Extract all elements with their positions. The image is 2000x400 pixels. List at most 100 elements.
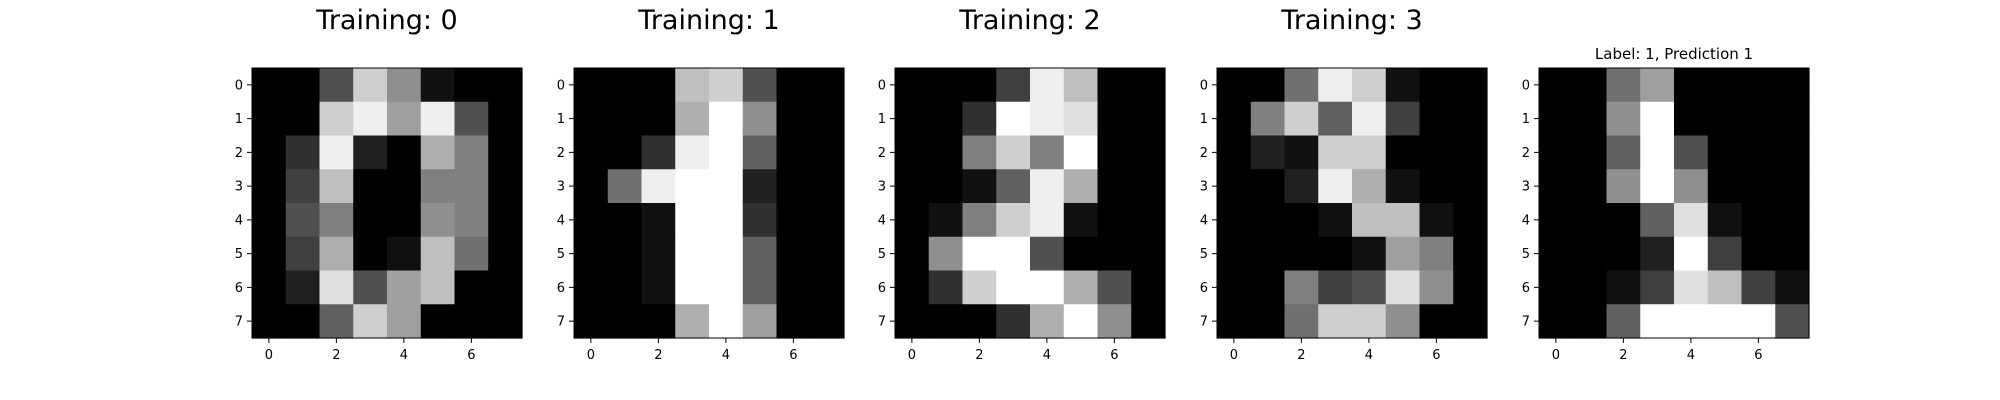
heatmap-cell <box>353 270 388 305</box>
axes-frame <box>251 67 523 339</box>
heatmap-cell <box>996 304 1031 339</box>
heatmap-cell <box>742 169 778 204</box>
heatmap-cell <box>1217 169 1252 204</box>
heatmap-cell <box>1131 203 1166 238</box>
y-tick-label: 5 <box>235 247 243 262</box>
heatmap-cell <box>1606 270 1641 305</box>
heatmap-cell <box>607 270 643 305</box>
heatmap-cell <box>675 169 710 204</box>
heatmap-cell <box>1674 101 1709 137</box>
heatmap-cell <box>810 101 845 137</box>
heatmap-cell <box>1453 101 1488 137</box>
heatmap-cell <box>1674 304 1709 339</box>
heatmap-cell <box>1539 304 1574 339</box>
heatmap-cell <box>742 101 778 137</box>
y-tick-label: 6 <box>1200 281 1208 296</box>
heatmap-cell <box>1131 135 1166 170</box>
heatmap-cell <box>1453 203 1488 238</box>
y-tick-label: 6 <box>557 281 565 296</box>
subplot-0: Training: 0 0 2 4 6 0 1 2 3 4 5 6 7 <box>235 5 523 363</box>
heatmap-cell <box>319 304 354 339</box>
heatmap-cell <box>641 101 676 137</box>
subplot-title: Training: 0 <box>315 5 457 36</box>
heatmap-cell <box>1572 68 1608 103</box>
heatmap-cell <box>675 270 710 305</box>
heatmap-cell <box>928 68 964 103</box>
heatmap-cell <box>1318 304 1353 339</box>
heatmap-cell <box>1640 270 1675 305</box>
heatmap-cell <box>1063 101 1099 137</box>
heatmap-cell <box>1707 270 1743 305</box>
x-tick-label: 2 <box>654 348 662 363</box>
heatmap-cell <box>1741 236 1776 272</box>
heatmap-cell <box>353 135 388 170</box>
heatmap-cell <box>1131 101 1166 137</box>
heatmap-cells <box>574 68 845 339</box>
heatmap-cell <box>1741 203 1776 238</box>
heatmap-cell <box>641 270 676 305</box>
heatmap-cell <box>1352 101 1387 137</box>
heatmap-cell <box>895 270 930 305</box>
heatmap-cell <box>454 169 489 204</box>
heatmap-cell <box>285 68 321 103</box>
heatmap-cell <box>810 304 845 339</box>
heatmap-cell <box>1385 169 1421 204</box>
heatmap-cell <box>1250 270 1286 305</box>
heatmap-cell <box>1318 68 1353 103</box>
heatmap-cell <box>1775 270 1810 305</box>
heatmap-cell <box>810 236 845 272</box>
heatmap-cell <box>1097 68 1132 103</box>
heatmap-cell <box>420 101 456 137</box>
heatmap-cell <box>252 169 287 204</box>
x-tick-label: 4 <box>400 348 408 363</box>
heatmap-cell <box>319 101 354 137</box>
heatmap-cell <box>488 101 523 137</box>
y-tick-label: 0 <box>235 78 243 93</box>
y-tick-label: 4 <box>557 213 565 228</box>
heatmap-cell <box>1352 304 1387 339</box>
y-tick-label: 5 <box>878 247 886 262</box>
y-tick-label: 2 <box>235 146 243 161</box>
heatmap-cell <box>420 169 456 204</box>
heatmap-cell <box>1741 270 1776 305</box>
heatmap-cell <box>1318 270 1353 305</box>
heatmap-cell <box>1539 203 1574 238</box>
heatmap-cell <box>962 236 997 272</box>
heatmap-cell <box>1318 203 1353 238</box>
y-tick-label: 4 <box>878 213 886 228</box>
heatmap-cell <box>1539 101 1574 137</box>
heatmap-cell <box>895 101 930 137</box>
heatmap-cell <box>353 236 388 272</box>
x-tick-label: 0 <box>908 348 916 363</box>
heatmap-cell <box>1352 270 1387 305</box>
heatmap-cell <box>1640 135 1675 170</box>
heatmap-cell <box>1217 236 1252 272</box>
heatmap-cell <box>1606 135 1641 170</box>
y-tick-label: 2 <box>1200 146 1208 161</box>
heatmap-cell <box>353 203 388 238</box>
heatmap-cell <box>1318 101 1353 137</box>
heatmap-cell <box>1097 304 1132 339</box>
heatmap-cell <box>252 304 287 339</box>
x-tick-label: 6 <box>789 348 797 363</box>
heatmap-cell <box>1572 304 1608 339</box>
heatmap-cell <box>675 236 710 272</box>
heatmap-cell <box>1775 101 1810 137</box>
y-tick-label: 2 <box>878 146 886 161</box>
y-tick-label: 6 <box>235 281 243 296</box>
heatmap-cell <box>675 68 710 103</box>
x-tick-label: 2 <box>1297 348 1305 363</box>
heatmap-cell <box>1131 68 1166 103</box>
heatmap-cell <box>1419 203 1454 238</box>
heatmap-cell <box>1097 236 1132 272</box>
heatmap-cell <box>1741 304 1776 339</box>
heatmap-cell <box>1131 169 1166 204</box>
x-tick-label: 4 <box>1043 348 1051 363</box>
x-tick-label: 4 <box>1687 348 1695 363</box>
heatmap-cell <box>454 304 489 339</box>
heatmap-cell <box>252 203 287 238</box>
heatmap-cell <box>1030 270 1065 305</box>
y-tick-label: 7 <box>235 315 243 330</box>
heatmap-cell <box>1606 304 1641 339</box>
heatmap-cell <box>420 135 456 170</box>
